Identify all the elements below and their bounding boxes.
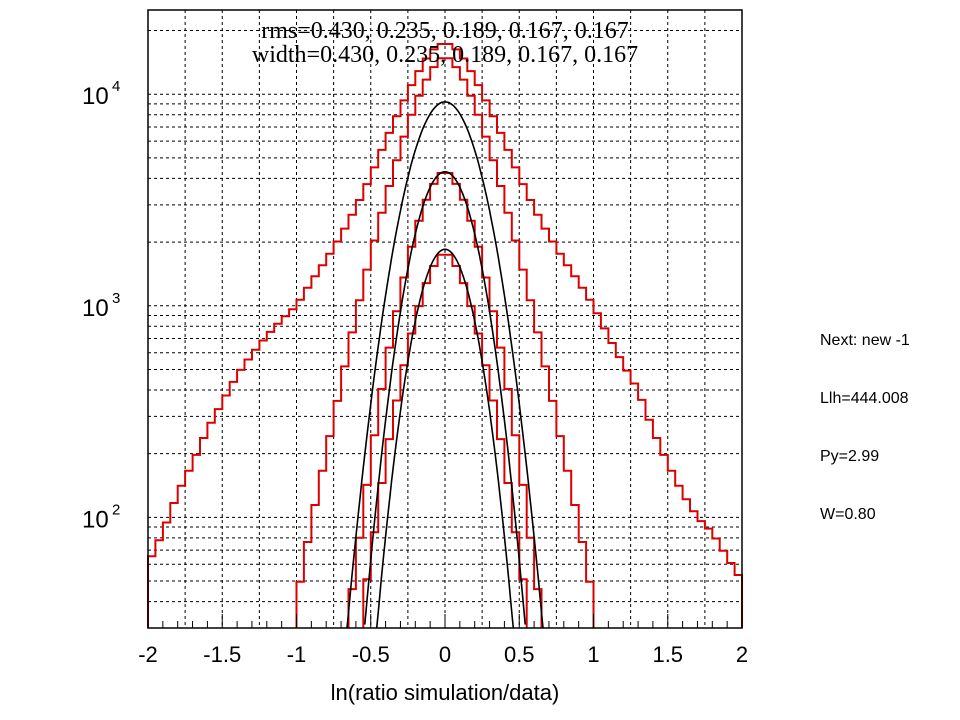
y-tick-label: 10 xyxy=(82,295,109,322)
x-tick-label: -1 xyxy=(287,642,307,667)
y-tick-exponent: 2 xyxy=(112,501,120,518)
x-tick-label: -1.5 xyxy=(203,642,241,667)
width-annotation: width=0.430, 0.235, 0.189, 0.167, 0.167 xyxy=(252,42,638,68)
w-value: W=0.80 xyxy=(820,506,876,523)
x-tick-labels: -2 -1.5 -1 -0.5 0 0.5 1 1.5 2 xyxy=(138,642,748,667)
fit-curve-6 xyxy=(375,248,515,629)
next-label: Next: new -1 xyxy=(820,332,910,349)
y-tick-label: 10 xyxy=(82,506,109,533)
x-tick-label: -2 xyxy=(138,642,158,667)
fit-info-panel: Next: new -1 Llh=444.008 Py=2.99 W=0.80 xyxy=(820,330,955,562)
x-axis-label: ln(ratio simulation/data) xyxy=(331,680,560,705)
histogram-series-2 xyxy=(347,172,543,628)
x-tick-label: 0.5 xyxy=(504,642,535,667)
x-tick-label: 1 xyxy=(587,642,599,667)
x-tick-label: 2 xyxy=(736,642,748,667)
x-tick-label: 0 xyxy=(439,642,451,667)
fit-curve-4 xyxy=(346,101,544,629)
y-tick-exponent: 3 xyxy=(112,290,120,307)
rms-annotation: rms=0.430, 0.235, 0.189, 0.167, 0.167 xyxy=(261,18,629,44)
histogram-series-1 xyxy=(295,57,595,628)
y-tick-label: 10 xyxy=(82,83,109,110)
y-tick-exponent: 4 xyxy=(112,78,120,95)
histogram-series-0 xyxy=(147,43,743,628)
axis-ticks xyxy=(147,614,743,628)
x-tick-label: -0.5 xyxy=(352,642,390,667)
series-layer xyxy=(147,43,743,629)
x-tick-label: 1.5 xyxy=(652,642,683,667)
py-value: Py=2.99 xyxy=(820,448,880,465)
llh-value: Llh=444.008 xyxy=(820,390,909,407)
grid-lines xyxy=(148,10,742,629)
fit-curve-5 xyxy=(364,170,526,625)
histogram-series-3 xyxy=(362,253,528,628)
